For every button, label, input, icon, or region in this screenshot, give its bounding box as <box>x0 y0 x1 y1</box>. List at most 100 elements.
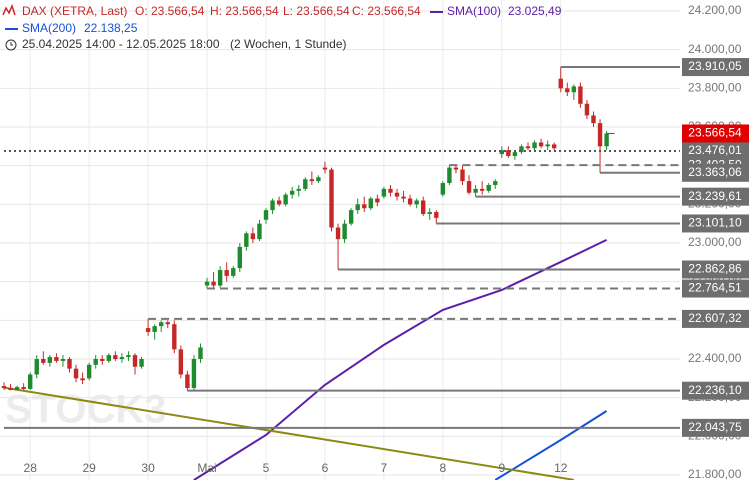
legend-label: SMA(100) <box>447 4 501 18</box>
candle-body <box>355 204 360 211</box>
candle-body <box>303 179 308 189</box>
candle-body <box>139 359 144 367</box>
candle-body <box>250 233 256 240</box>
level-label: 22.236,10 <box>688 383 742 397</box>
candle-body <box>421 200 426 214</box>
candle-body <box>597 123 603 147</box>
candle-body <box>362 204 367 209</box>
x-tick-label: 28 <box>24 461 38 475</box>
candle-body <box>159 322 164 327</box>
header: DAX (XETRA, Last) O: 23.566,54 H: 23.566… <box>2 3 562 51</box>
candle-body <box>401 196 406 199</box>
candle-body <box>80 378 85 381</box>
legend-value: 23.025,49 <box>508 4 562 18</box>
candle-body <box>538 142 544 147</box>
candle-body <box>316 177 321 182</box>
candle-body <box>263 210 269 220</box>
indicator-line <box>193 239 608 480</box>
level-badge <box>682 141 749 160</box>
candle-body <box>191 359 197 388</box>
candle-body <box>545 144 550 147</box>
candle-body <box>486 185 491 191</box>
candle-body <box>1 386 7 388</box>
level-badge <box>682 260 749 279</box>
candle-body <box>257 223 262 240</box>
indicator-line <box>3 386 575 480</box>
candle-body <box>217 270 223 286</box>
candle-body <box>67 359 72 369</box>
x-tick-label: 5 <box>263 461 270 475</box>
candle-body <box>453 167 459 170</box>
chart-icon <box>2 3 16 16</box>
candle-body <box>172 324 177 350</box>
candle-body <box>113 355 118 359</box>
candle-body <box>558 78 563 89</box>
x-tick-label: Mai <box>197 461 216 475</box>
candle-body <box>565 88 570 93</box>
level-badge <box>682 58 749 77</box>
candle-body <box>414 200 419 205</box>
level-badge <box>682 187 749 206</box>
x-tick-label: 6 <box>322 461 329 475</box>
candle-body <box>86 364 92 379</box>
clock-icon <box>5 39 17 51</box>
candle-body <box>512 152 518 156</box>
candle-body <box>119 357 125 359</box>
candle-body <box>204 281 210 286</box>
candle-body <box>198 347 203 359</box>
candle-body <box>460 169 465 182</box>
candle-body <box>309 179 315 182</box>
candle-body <box>519 146 524 153</box>
symbol: DAX (XETRA, Last) <box>22 4 127 18</box>
candle-body <box>276 200 282 205</box>
x-tick-label: 30 <box>141 461 155 475</box>
candle-body <box>394 192 400 197</box>
candle-body <box>270 200 275 211</box>
candle-body <box>231 268 236 276</box>
candle-body <box>375 198 380 203</box>
candle-body <box>479 188 485 191</box>
candle-body <box>14 387 20 390</box>
level-label: 22.043,75 <box>688 420 742 434</box>
candle-body <box>185 374 190 388</box>
candle-body <box>244 233 249 247</box>
level-label: 22.764,51 <box>688 281 742 295</box>
candle-body <box>100 359 105 361</box>
candle-body <box>178 349 184 375</box>
candle-body <box>106 355 111 361</box>
candle-body <box>335 227 341 240</box>
candle-body <box>329 169 334 228</box>
legend-value: 22.138,25 <box>84 21 138 35</box>
level-label: 23.910,05 <box>688 59 742 73</box>
candle-body <box>60 359 66 361</box>
indicator-line <box>494 410 608 480</box>
candle-body <box>578 86 583 104</box>
candle-body <box>47 357 53 363</box>
candle-body <box>41 359 46 363</box>
candle-body <box>584 103 590 116</box>
candle-body <box>427 212 432 214</box>
level-badge <box>682 309 749 328</box>
level-label: 23.363,06 <box>688 165 742 179</box>
candle-body <box>34 359 39 375</box>
candle-body <box>28 374 33 389</box>
x-tick-label: 8 <box>440 461 447 475</box>
high: H: 23.566,54 <box>210 4 279 18</box>
candle-body <box>434 212 439 218</box>
level-badge <box>682 418 749 437</box>
level-label: 23.101,10 <box>688 216 742 230</box>
candle-body <box>604 133 609 147</box>
candle-body <box>447 167 452 184</box>
y-tick-label: 24.000,00 <box>688 42 742 56</box>
candle-body <box>132 355 138 367</box>
candle-body <box>499 150 504 155</box>
x-tick-label: 9 <box>498 461 505 475</box>
candle-body <box>93 359 98 365</box>
candle-body <box>381 188 387 197</box>
candle-body <box>506 150 511 156</box>
axis-labels: 21.800,0022.000,0022.200,0022.400,0022.6… <box>24 3 749 480</box>
candle-body <box>368 198 373 209</box>
candle-body <box>211 281 216 286</box>
x-tick-label: 12 <box>554 461 568 475</box>
